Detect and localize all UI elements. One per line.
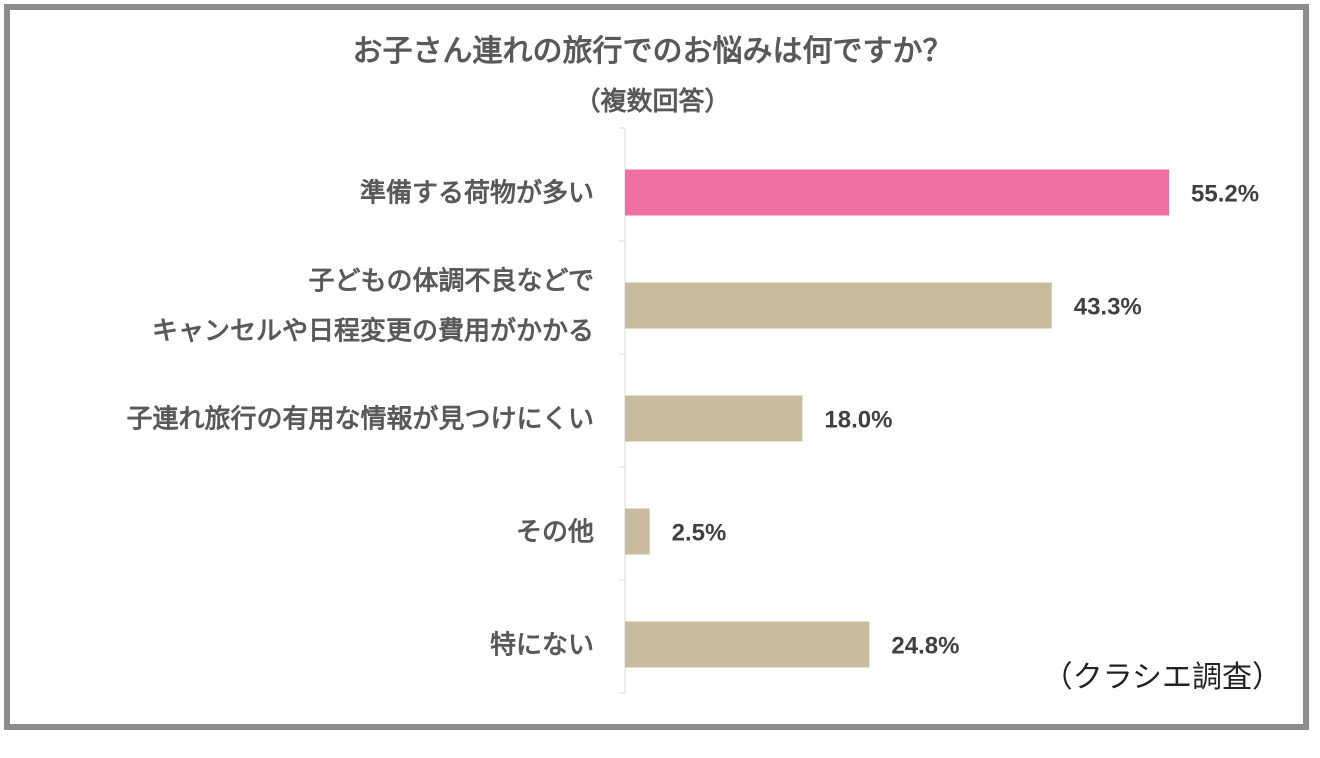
chart-frame [4,4,1309,730]
bar [625,169,1169,216]
bar [625,395,803,442]
data-label: 55.2% [1191,181,1259,208]
category-label: 子連れ旅行の有用な情報が見つけにくい [127,404,594,435]
data-label: 24.8% [891,633,959,660]
category-label: 子どもの体調不良などで [309,266,594,297]
category-label: キャンセルや日程変更の費用がかかる [152,316,594,347]
source-note: （クラシエ調査） [1042,660,1282,695]
data-label: 18.0% [824,407,892,434]
bar [625,282,1052,329]
category-label: 特にない [490,630,594,661]
chart-subtitle: （複数回答） [574,87,731,117]
data-label: 2.5% [672,520,727,547]
bar [625,621,870,668]
category-label: 準備する荷物が多い [360,178,594,209]
chart-title: お子さん連れの旅行でのお悩みは何ですか？ [352,34,953,69]
data-label: 43.3% [1074,294,1142,321]
bar [625,508,650,555]
category-label: その他 [516,518,594,548]
